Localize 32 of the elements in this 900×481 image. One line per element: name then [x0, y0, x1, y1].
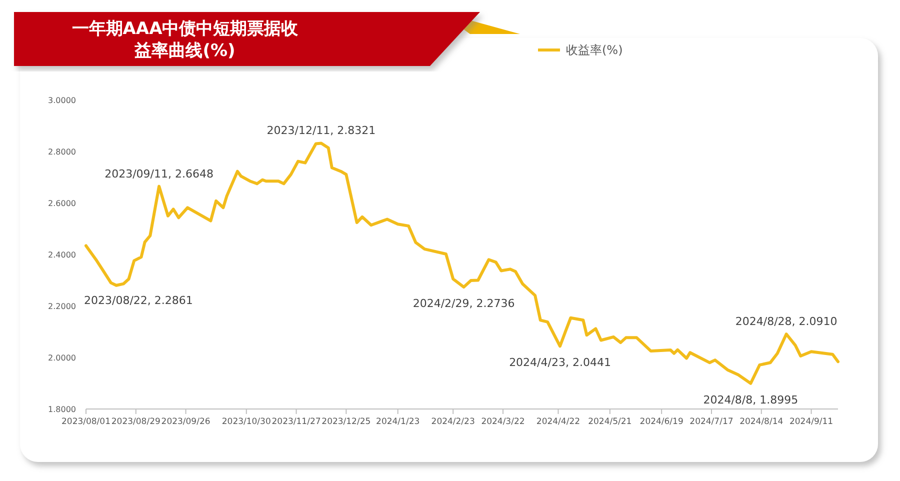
- line-series: [84, 142, 840, 385]
- x-tick-label: 2023/11/27: [272, 417, 321, 427]
- x-tick-label: 2023/08/01: [62, 417, 110, 427]
- y-tick-label: 2.8000: [48, 148, 76, 156]
- x-tick-label: 2024/8/14: [740, 417, 784, 427]
- x-tick-label: 2023/12/25: [322, 417, 371, 427]
- x-tick-label: 2024/5/21: [588, 417, 632, 427]
- annotation: 2024/8/8, 1.8995: [703, 393, 798, 406]
- x-tick-label: 2024/7/17: [690, 417, 734, 427]
- annotation: 2023/08/22, 2.2861: [84, 294, 193, 307]
- x-tick-label: 2023/10/30: [222, 417, 271, 427]
- x-tick-label: 2024/1/23: [376, 417, 420, 427]
- annotation: 2024/2/29, 2.2736: [412, 297, 515, 310]
- x-tick-label: 2024/4/22: [536, 417, 580, 427]
- annotation: 2023/12/11, 2.8321: [266, 124, 376, 138]
- y-tick-label: 2.6000: [48, 199, 76, 208]
- x-tick-label: 2024/6/19: [640, 417, 684, 427]
- y-tick-label: 3.0000: [48, 96, 76, 105]
- x-tick-label: 2023/08/29: [111, 417, 160, 427]
- annotation: 2024/4/23, 2.0441: [509, 356, 611, 370]
- x-tick-label: 2024/9/11: [789, 417, 834, 427]
- annotation: 2024/8/28, 2.0910: [735, 315, 838, 328]
- chart-title: 一年期AAA中债中短期票据收益率曲线(%): [72, 19, 300, 61]
- y-tick-label: 2.4000: [48, 250, 76, 260]
- annotation: 2023/09/11, 2.6648: [104, 167, 214, 180]
- y-tick-label: 2.2000: [48, 302, 76, 311]
- y-tick-label: 1.8000: [48, 405, 76, 414]
- legend-label: 收益率(%): [566, 43, 623, 57]
- x-tick-label: 2024/2/23: [431, 417, 475, 427]
- x-tick-label: 2023/09/26: [161, 417, 210, 427]
- y-tick-label: 2.0000: [48, 354, 76, 362]
- x-tick-label: 2024/3/22: [481, 417, 525, 427]
